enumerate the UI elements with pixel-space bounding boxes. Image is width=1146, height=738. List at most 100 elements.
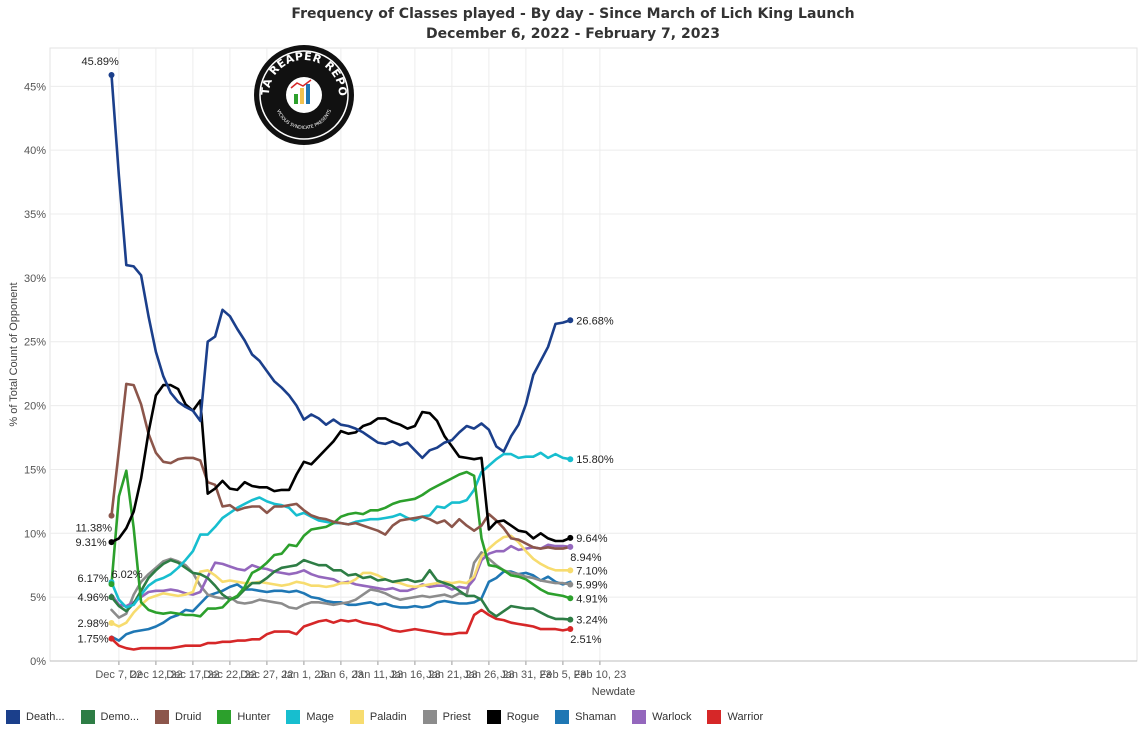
legend-swatch	[286, 710, 301, 724]
legend-swatch	[155, 710, 170, 724]
data-label: 9.64%	[576, 533, 607, 545]
legend-item[interactable]: Druid	[155, 710, 201, 724]
legend-label: Paladin	[369, 711, 407, 723]
data-label: 6.17%	[78, 573, 109, 585]
legend-item[interactable]: Warrior	[707, 710, 763, 724]
data-label: 7.10%	[576, 565, 607, 577]
series-line-hunter	[110, 469, 572, 618]
endpoint-marker	[567, 581, 574, 588]
legend-swatch	[632, 710, 647, 724]
data-label: 4.91%	[576, 593, 607, 605]
legend-swatch	[80, 710, 95, 724]
data-label: 1.75%	[78, 634, 109, 646]
legend-swatch	[555, 710, 570, 724]
data-label: 8.94%	[570, 552, 601, 564]
legend-label: Mage	[306, 711, 334, 723]
line-chart: 0%5%10%15%20%25%30%35%40%45%Dec 7, 22Dec…	[8, 47, 1138, 698]
y-tick-label: 30%	[24, 273, 46, 285]
endpoint-marker	[108, 539, 115, 546]
chart-subtitle: December 6, 2022 - February 7, 2023	[426, 26, 720, 42]
legend-item[interactable]: Paladin	[349, 710, 407, 724]
y-axis-label: % of Total Count of Opponent	[8, 282, 20, 426]
legend-label: Druid	[175, 711, 202, 723]
x-tick-label: Jan 31, 23	[500, 669, 551, 681]
x-tick-label: Jan 16, 23	[389, 669, 440, 681]
logo-badge-icon: DATA REAPER REPORT VICIOUS SYNDICATE PRE…	[248, 34, 354, 145]
y-tick-label: 45%	[24, 81, 46, 93]
legend-swatch	[6, 710, 20, 724]
x-tick-label: Jan 21, 23	[426, 669, 477, 681]
legend-item[interactable]: Priest	[422, 710, 471, 724]
endpoint-marker	[108, 581, 115, 588]
data-label: 2.98%	[78, 618, 109, 630]
y-tick-label: 25%	[24, 337, 46, 349]
legend-item[interactable]: Death...	[6, 710, 65, 724]
legend-swatch	[217, 710, 232, 724]
x-axis-label: Newdate	[592, 686, 635, 698]
x-tick-label: Jan 26, 23	[463, 669, 514, 681]
legend-item[interactable]: Shaman	[555, 710, 616, 724]
legend-label: Priest	[442, 711, 471, 723]
endpoint-marker	[567, 595, 574, 602]
endpoint-marker	[108, 594, 115, 601]
series-line-paladin	[110, 534, 572, 628]
data-reaper-logo: DATA REAPER REPORT VICIOUS SYNDICATE PRE…	[248, 34, 355, 146]
endpoint-marker	[567, 317, 574, 324]
legend-label: Warlock	[652, 711, 692, 723]
series-line-warrior	[110, 608, 572, 651]
legend-label: Warrior	[727, 711, 764, 723]
legend-swatch	[422, 710, 437, 724]
legend-label: Hunter	[237, 711, 271, 723]
legend-item[interactable]: Demo...	[80, 710, 140, 724]
data-label: 3.24%	[576, 615, 607, 627]
endpoint-marker	[108, 512, 115, 519]
data-label: 6.02%	[112, 569, 143, 581]
y-tick-label: 35%	[24, 209, 46, 221]
data-label: 26.68%	[576, 315, 614, 327]
endpoint-marker	[108, 619, 115, 626]
endpoint-marker	[567, 543, 574, 550]
data-label: 5.99%	[576, 580, 607, 592]
y-tick-label: 0%	[30, 656, 46, 668]
legend-item[interactable]: Hunter	[217, 710, 270, 724]
endpoint-marker	[567, 456, 574, 463]
legend-item[interactable]: Rogue	[486, 710, 540, 724]
x-tick-label: Dec 12, 22	[129, 669, 182, 681]
y-tick-label: 40%	[24, 145, 46, 157]
data-label: 4.96%	[78, 592, 109, 604]
endpoint-marker	[108, 635, 115, 642]
y-tick-label: 5%	[30, 592, 46, 604]
legend-swatch	[707, 710, 722, 724]
data-label: 9.31%	[76, 537, 107, 549]
endpoint-marker	[108, 71, 115, 78]
endpoint-marker	[567, 625, 574, 632]
data-label: 11.38%	[76, 523, 113, 535]
x-tick-label: Feb 10, 23	[574, 669, 627, 681]
legend-swatch	[486, 710, 501, 724]
legend-label: Rogue	[506, 711, 540, 723]
series-line-death	[110, 73, 572, 460]
x-tick-label: Dec 22, 22	[203, 669, 256, 681]
data-label: 15.80%	[576, 454, 614, 466]
x-tick-label: Jan 1, 23	[281, 669, 326, 681]
series-line-druid	[110, 382, 572, 550]
series-line-demo	[110, 558, 572, 621]
x-tick-label: Jan 6, 23	[318, 669, 363, 681]
legend-label: Shaman	[575, 711, 617, 723]
series-line-rogue	[110, 383, 572, 544]
legend-item[interactable]: Mage	[286, 710, 334, 724]
chart-legend: Death... Demo... Druid Hunter Mage Paladin Pri…	[6, 710, 779, 724]
x-tick-label: Feb 5, 23	[540, 669, 586, 681]
legend-swatch	[349, 710, 364, 724]
chart-title: Frequency of Classes played - By day - S…	[291, 6, 855, 22]
legend-label: Demo...	[100, 711, 140, 723]
endpoint-marker	[567, 534, 574, 541]
endpoint-marker	[567, 567, 574, 574]
y-tick-label: 15%	[24, 464, 46, 476]
x-tick-label: Dec 27, 22	[240, 669, 293, 681]
endpoint-marker	[567, 616, 574, 623]
x-tick-label: Dec 17, 22	[166, 669, 219, 681]
legend-item[interactable]: Warlock	[632, 710, 691, 724]
legend-label: Death...	[26, 711, 65, 723]
